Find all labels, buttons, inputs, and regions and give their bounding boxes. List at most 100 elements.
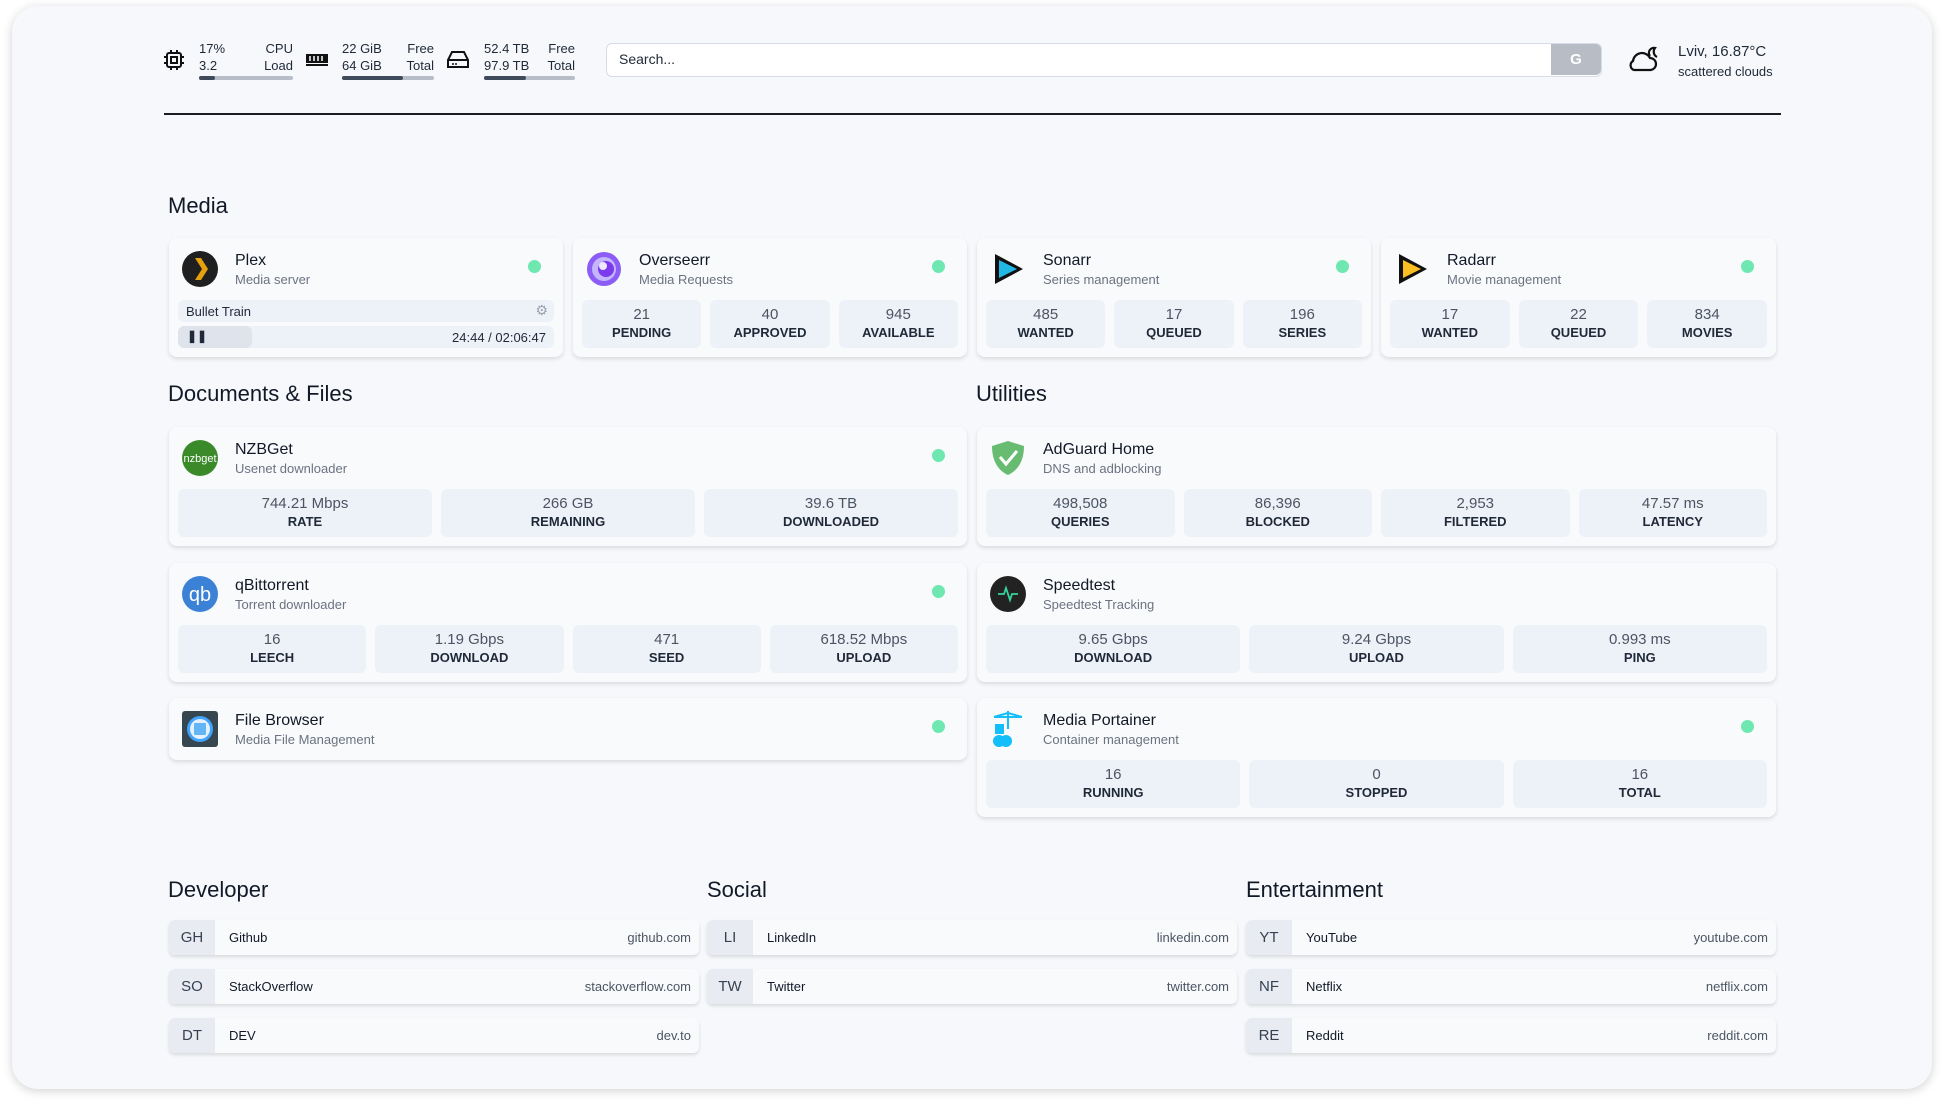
service-subtitle: Container management	[1043, 732, 1179, 747]
playback-time: 24:44 / 02:06:47	[452, 330, 546, 345]
stat-label: LATENCY	[1642, 514, 1703, 529]
disk-icon	[447, 51, 469, 68]
status-indicator	[1336, 260, 1349, 273]
stat-block: 9.24 Gbps UPLOAD	[1249, 625, 1504, 673]
weather-condition: scattered clouds	[1678, 64, 1773, 79]
speedtest-icon	[990, 576, 1026, 612]
bookmark-reddit[interactable]: RE Reddit reddit.com	[1246, 1018, 1776, 1053]
stat-block: 22 QUEUED	[1518, 300, 1639, 348]
stat-label: LEECH	[250, 650, 295, 665]
bookmark-abbr: LI	[707, 920, 753, 955]
stat-block: 16 LEECH	[178, 625, 367, 673]
service-stats: 744.21 Mbps RATE 266 GB REMAINING 39.6 TB DOW…	[178, 489, 958, 537]
speedtest-card[interactable]: Speedtest Speedtest Tracking 9.65 Gbps DOWN…	[977, 563, 1776, 682]
filebrowser-card[interactable]: File Browser Media File Management	[169, 698, 967, 760]
bookmark-url: youtube.com	[1693, 930, 1768, 945]
stat-value: 17	[1165, 306, 1183, 323]
adguard-card[interactable]: AdGuard Home DNS and adblocking 498,508 QUE…	[977, 427, 1776, 546]
status-indicator	[932, 720, 945, 733]
service-stats: 16 RUNNING 0 STOPPED 16 TOTAL	[986, 760, 1767, 808]
service-title: AdGuard Home	[1043, 441, 1155, 458]
service-subtitle: Speedtest Tracking	[1043, 597, 1155, 612]
stat-label: SEED	[648, 650, 685, 665]
stat-block: 17 QUEUED	[1114, 300, 1234, 348]
bookmark-netflix[interactable]: NF Netflix netflix.com	[1246, 969, 1776, 1004]
stat-value: 2,953	[1456, 495, 1495, 512]
stat-value: 1.19 Gbps	[434, 631, 504, 648]
bookmark-github[interactable]: GH Github github.com	[169, 920, 699, 955]
stat-value: 9.24 Gbps	[1341, 631, 1412, 648]
service-title: Sonarr	[1043, 252, 1092, 269]
service-subtitle: DNS and adblocking	[1043, 461, 1162, 476]
bookmark-url: twitter.com	[1166, 979, 1229, 994]
stat-label: RUNNING	[1082, 785, 1144, 800]
bookmark-abbr: TW	[707, 969, 753, 1004]
stat-label: QUEUED	[1146, 325, 1202, 340]
stat-value: 744.21 Mbps	[261, 495, 349, 512]
stat-block: 2,953 FILTERED	[1381, 489, 1570, 537]
plex-card[interactable]: Plex Media server Bullet Train ⚙ ❚❚ 24:4…	[169, 238, 563, 357]
stat-label: DOWNLOAD	[430, 650, 509, 665]
memory-total: 64 GiB	[342, 58, 382, 73]
nzbget-card[interactable]: nzbget NZBGet Usenet downloader 744.21 Mbps…	[169, 427, 967, 546]
bookmark-linkedin[interactable]: LI LinkedIn linkedin.com	[707, 920, 1237, 955]
overseerr-icon	[587, 252, 621, 286]
dashboard-frame	[12, 6, 1932, 1089]
sonarr-card[interactable]: Sonarr Series management 485 WANTED 17 QUEUED…	[977, 238, 1371, 357]
stat-value: 22	[1570, 306, 1587, 323]
stat-block: 47.57 ms LATENCY	[1578, 489, 1767, 537]
stat-label: APPROVED	[733, 325, 807, 340]
search-input[interactable]	[619, 51, 1519, 67]
stat-label: SERIES	[1278, 325, 1327, 340]
stat-value: 618.52 Mbps	[820, 631, 908, 648]
status-indicator	[1741, 260, 1754, 273]
radarr-card[interactable]: Radarr Movie management 17 WANTED 22 QUEUED 83…	[1381, 238, 1776, 357]
section-title-developer: Developer	[168, 877, 269, 902]
svg-text:nzbget: nzbget	[183, 453, 216, 465]
nzbget-icon: nzbget	[182, 440, 218, 476]
stat-label: STOPPED	[1345, 785, 1408, 800]
stat-block: 485 WANTED	[986, 300, 1106, 348]
stat-block: 0.993 ms PING	[1512, 625, 1767, 673]
section-title-social: Social	[707, 877, 767, 902]
cpu-label: CPU	[265, 41, 293, 56]
stat-value: 945	[885, 306, 911, 323]
playback-progress[interactable]: ❚❚ 24:44 / 02:06:47	[178, 326, 554, 348]
stat-label: TOTAL	[1618, 785, 1661, 800]
stat-block: 86,396 BLOCKED	[1183, 489, 1372, 537]
stat-block: 16 RUNNING	[986, 760, 1241, 808]
sonarr-icon	[995, 254, 1023, 284]
service-stats: 16 LEECH 1.19 Gbps DOWNLOAD 471 SEED 618.52 Mb…	[178, 625, 958, 673]
bookmark-url: stackoverflow.com	[584, 979, 691, 994]
stat-block: 471 SEED	[572, 625, 761, 673]
bookmark-dev[interactable]: DT DEV dev.to	[169, 1018, 699, 1053]
bookmark-twitter[interactable]: TW Twitter twitter.com	[707, 969, 1237, 1004]
google-search-button[interactable]: G	[1551, 44, 1601, 75]
stat-value: 21	[633, 306, 650, 323]
service-stats: 485 WANTED 17 QUEUED 196 SERIES	[986, 300, 1362, 348]
stat-label: RATE	[287, 514, 323, 529]
stat-block: 16 TOTAL	[1512, 760, 1767, 808]
stat-block: 1.19 Gbps DOWNLOAD	[375, 625, 564, 673]
stat-value: 39.6 TB	[804, 495, 858, 512]
transcode-icon: ⚙	[535, 302, 548, 318]
qbittorrent-card[interactable]: qb qBittorrent Torrent downloader 16 LEECH 1.…	[169, 563, 967, 682]
pause-icon[interactable]: ❚❚	[187, 329, 208, 343]
service-title: Overseerr	[639, 252, 711, 269]
stat-block: 196 SERIES	[1242, 300, 1362, 348]
stat-label: BLOCKED	[1245, 514, 1310, 529]
stat-block: 945 AVAILABLE	[838, 300, 958, 348]
stat-block: 39.6 TB DOWNLOADED	[704, 489, 958, 537]
status-indicator	[528, 260, 541, 273]
portainer-card[interactable]: Media Portainer Container management 16 RUN…	[977, 698, 1776, 817]
bookmark-stackoverflow[interactable]: SO StackOverflow stackoverflow.com	[169, 969, 699, 1004]
stat-label: QUEUED	[1550, 325, 1607, 340]
bookmark-name: LinkedIn	[767, 930, 817, 945]
stat-value: 16	[263, 631, 281, 648]
bookmark-youtube[interactable]: YT YouTube youtube.com	[1246, 920, 1776, 955]
stat-block: 9.65 Gbps DOWNLOAD	[986, 625, 1241, 673]
stat-label: WANTED	[1017, 325, 1074, 340]
overseerr-card[interactable]: Overseerr Media Requests 21 PENDING 40 APPROV…	[573, 238, 967, 357]
memory-free: 22 GiB	[342, 41, 382, 56]
stat-block: 834 MOVIES	[1647, 300, 1768, 348]
